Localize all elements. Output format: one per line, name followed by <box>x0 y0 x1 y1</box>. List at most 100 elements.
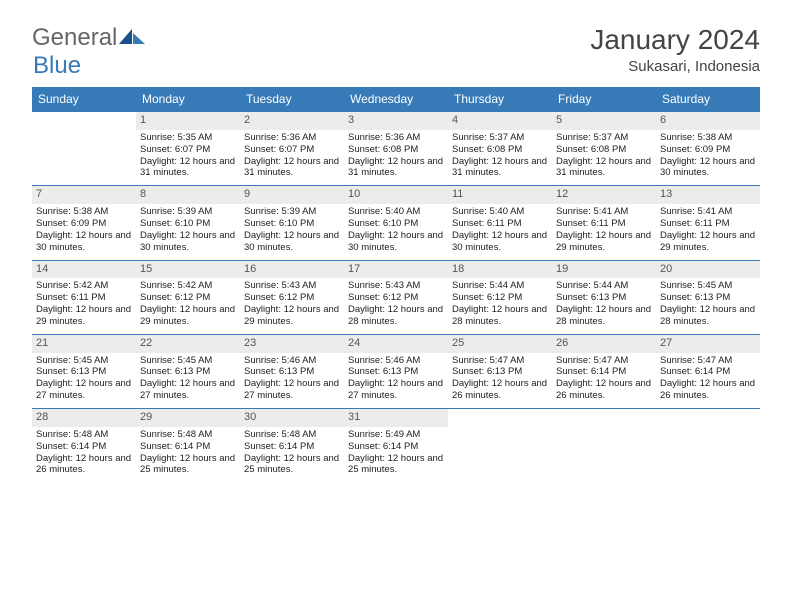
day-details: Sunrise: 5:38 AMSunset: 6:09 PMDaylight:… <box>660 132 756 180</box>
day-details: Sunrise: 5:47 AMSunset: 6:14 PMDaylight:… <box>660 355 756 403</box>
calendar-cell: 31 Sunrise: 5:49 AMSunset: 6:14 PMDayligh… <box>344 409 448 483</box>
day-number: 16 <box>240 261 344 279</box>
calendar-week-row: 7Sunrise: 5:38 AMSunset: 6:09 PMDaylight… <box>32 186 760 260</box>
calendar-cell <box>32 112 136 186</box>
day-details: Sunrise: 5:40 AMSunset: 6:11 PMDaylight:… <box>452 206 548 254</box>
weekday-header: Sunday <box>32 87 136 112</box>
day-details: Sunrise: 5:37 AMSunset: 6:08 PMDaylight:… <box>452 132 548 180</box>
title-block: January 2024 Sukasari, Indonesia <box>590 24 760 75</box>
day-details: Sunrise: 5:48 AMSunset: 6:14 PMDaylight:… <box>36 429 132 477</box>
day-number: 10 <box>344 186 448 204</box>
day-details: Sunrise: 5:37 AMSunset: 6:08 PMDaylight:… <box>556 132 652 180</box>
day-details: Sunrise: 5:43 AMSunset: 6:12 PMDaylight:… <box>348 280 444 328</box>
calendar-cell: 30 Sunrise: 5:48 AMSunset: 6:14 PMDayligh… <box>240 409 344 483</box>
day-details: Sunrise: 5:45 AMSunset: 6:13 PMDaylight:… <box>140 355 236 403</box>
calendar-table: SundayMondayTuesdayWednesdayThursdayFrid… <box>32 87 760 482</box>
day-number: 27 <box>656 335 760 353</box>
calendar-cell <box>448 409 552 483</box>
weekday-header: Monday <box>136 87 240 112</box>
calendar-cell <box>656 409 760 483</box>
day-details: Sunrise: 5:49 AMSunset: 6:14 PMDaylight:… <box>348 429 444 477</box>
day-details: Sunrise: 5:38 AMSunset: 6:09 PMDaylight:… <box>36 206 132 254</box>
day-number: 29 <box>136 409 240 427</box>
calendar-cell: 27 Sunrise: 5:47 AMSunset: 6:14 PMDayligh… <box>656 334 760 408</box>
logo-sail-icon <box>119 27 145 45</box>
day-details: Sunrise: 5:42 AMSunset: 6:12 PMDaylight:… <box>140 280 236 328</box>
day-details: Sunrise: 5:44 AMSunset: 6:12 PMDaylight:… <box>452 280 548 328</box>
calendar-cell: 26 Sunrise: 5:47 AMSunset: 6:14 PMDayligh… <box>552 334 656 408</box>
day-number: 26 <box>552 335 656 353</box>
day-number: 21 <box>32 335 136 353</box>
day-details: Sunrise: 5:39 AMSunset: 6:10 PMDaylight:… <box>140 206 236 254</box>
day-number: 2 <box>240 112 344 130</box>
day-details: Sunrise: 5:43 AMSunset: 6:12 PMDaylight:… <box>244 280 340 328</box>
calendar-head: SundayMondayTuesdayWednesdayThursdayFrid… <box>32 87 760 112</box>
day-number: 4 <box>448 112 552 130</box>
calendar-cell: 15Sunrise: 5:42 AMSunset: 6:12 PMDayligh… <box>136 260 240 334</box>
calendar-cell: 7Sunrise: 5:38 AMSunset: 6:09 PMDaylight… <box>32 186 136 260</box>
day-details: Sunrise: 5:47 AMSunset: 6:14 PMDaylight:… <box>556 355 652 403</box>
month-title: January 2024 <box>590 24 760 56</box>
day-number: 6 <box>656 112 760 130</box>
calendar-cell: 20Sunrise: 5:45 AMSunset: 6:13 PMDayligh… <box>656 260 760 334</box>
calendar-week-row: 14Sunrise: 5:42 AMSunset: 6:11 PMDayligh… <box>32 260 760 334</box>
header: General January 2024 Sukasari, Indonesia <box>32 24 760 75</box>
day-number: 3 <box>344 112 448 130</box>
logo: General <box>32 24 145 52</box>
day-details: Sunrise: 5:45 AMSunset: 6:13 PMDaylight:… <box>660 280 756 328</box>
day-details: Sunrise: 5:41 AMSunset: 6:11 PMDaylight:… <box>660 206 756 254</box>
calendar-week-row: 1 Sunrise: 5:35 AMSunset: 6:07 PMDaylight… <box>32 112 760 186</box>
day-details: Sunrise: 5:41 AMSunset: 6:11 PMDaylight:… <box>556 206 652 254</box>
calendar-cell: 12Sunrise: 5:41 AMSunset: 6:11 PMDayligh… <box>552 186 656 260</box>
calendar-cell: 3 Sunrise: 5:36 AMSunset: 6:08 PMDaylight… <box>344 112 448 186</box>
day-details: Sunrise: 5:46 AMSunset: 6:13 PMDaylight:… <box>348 355 444 403</box>
day-details: Sunrise: 5:36 AMSunset: 6:08 PMDaylight:… <box>348 132 444 180</box>
day-number: 1 <box>136 112 240 130</box>
calendar-cell: 13 Sunrise: 5:41 AMSunset: 6:11 PMDayligh… <box>656 186 760 260</box>
day-number: 5 <box>552 112 656 130</box>
day-details: Sunrise: 5:48 AMSunset: 6:14 PMDaylight:… <box>140 429 236 477</box>
day-details: Sunrise: 5:45 AMSunset: 6:13 PMDaylight:… <box>36 355 132 403</box>
calendar-cell: 16Sunrise: 5:43 AMSunset: 6:12 PMDayligh… <box>240 260 344 334</box>
calendar-cell: 28 Sunrise: 5:48 AMSunset: 6:14 PMDayligh… <box>32 409 136 483</box>
weekday-header: Wednesday <box>344 87 448 112</box>
calendar-cell <box>552 409 656 483</box>
weekday-row: SundayMondayTuesdayWednesdayThursdayFrid… <box>32 87 760 112</box>
day-number: 15 <box>136 261 240 279</box>
calendar-cell: 11 Sunrise: 5:40 AMSunset: 6:11 PMDayligh… <box>448 186 552 260</box>
weekday-header: Thursday <box>448 87 552 112</box>
calendar-cell: 29 Sunrise: 5:48 AMSunset: 6:14 PMDayligh… <box>136 409 240 483</box>
day-details: Sunrise: 5:44 AMSunset: 6:13 PMDaylight:… <box>556 280 652 328</box>
day-number: 31 <box>344 409 448 427</box>
calendar-cell: 5 Sunrise: 5:37 AMSunset: 6:08 PMDaylight… <box>552 112 656 186</box>
calendar-week-row: 21Sunrise: 5:45 AMSunset: 6:13 PMDayligh… <box>32 334 760 408</box>
day-number: 11 <box>448 186 552 204</box>
day-number: 28 <box>32 409 136 427</box>
calendar-cell: 6 Sunrise: 5:38 AMSunset: 6:09 PMDaylight… <box>656 112 760 186</box>
day-details: Sunrise: 5:35 AMSunset: 6:07 PMDaylight:… <box>140 132 236 180</box>
day-details: Sunrise: 5:42 AMSunset: 6:11 PMDaylight:… <box>36 280 132 328</box>
day-number: 13 <box>656 186 760 204</box>
calendar-cell: 2 Sunrise: 5:36 AMSunset: 6:07 PMDaylight… <box>240 112 344 186</box>
brand-part2: Blue <box>33 52 81 80</box>
day-number: 19 <box>552 261 656 279</box>
day-number: 22 <box>136 335 240 353</box>
day-details: Sunrise: 5:48 AMSunset: 6:14 PMDaylight:… <box>244 429 340 477</box>
weekday-header: Tuesday <box>240 87 344 112</box>
calendar-body: 1 Sunrise: 5:35 AMSunset: 6:07 PMDaylight… <box>32 112 760 483</box>
day-number: 30 <box>240 409 344 427</box>
calendar-week-row: 28Sunrise: 5:48 AMSunset: 6:14 PMDayligh… <box>32 409 760 483</box>
day-details: Sunrise: 5:39 AMSunset: 6:10 PMDaylight:… <box>244 206 340 254</box>
weekday-header: Saturday <box>656 87 760 112</box>
calendar-cell: 17Sunrise: 5:43 AMSunset: 6:12 PMDayligh… <box>344 260 448 334</box>
calendar-cell: 18Sunrise: 5:44 AMSunset: 6:12 PMDayligh… <box>448 260 552 334</box>
weekday-header: Friday <box>552 87 656 112</box>
day-details: Sunrise: 5:36 AMSunset: 6:07 PMDaylight:… <box>244 132 340 180</box>
calendar-cell: 25Sunrise: 5:47 AMSunset: 6:13 PMDayligh… <box>448 334 552 408</box>
calendar-cell: 1 Sunrise: 5:35 AMSunset: 6:07 PMDaylight… <box>136 112 240 186</box>
day-number: 24 <box>344 335 448 353</box>
brand-part1: General <box>32 24 117 52</box>
location: Sukasari, Indonesia <box>590 58 760 75</box>
calendar-cell: 21 Sunrise: 5:45 AMSunset: 6:13 PMDayligh… <box>32 334 136 408</box>
day-number: 23 <box>240 335 344 353</box>
